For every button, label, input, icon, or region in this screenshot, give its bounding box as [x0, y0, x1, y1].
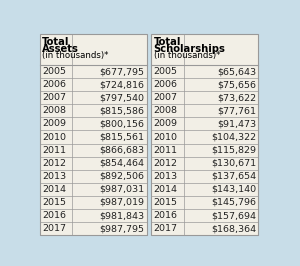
Text: $797,540: $797,540 — [99, 93, 145, 102]
Text: $987,031: $987,031 — [99, 185, 145, 194]
Bar — [40, 34, 147, 235]
Text: $981,843: $981,843 — [99, 211, 145, 220]
Text: (in thousands)*: (in thousands)* — [154, 51, 220, 60]
Text: $800,156: $800,156 — [99, 119, 145, 128]
Text: $77,761: $77,761 — [217, 106, 256, 115]
Text: 2016: 2016 — [42, 211, 66, 220]
Text: $130,671: $130,671 — [211, 159, 256, 168]
Text: (in thousands)*: (in thousands)* — [42, 51, 109, 60]
Bar — [152, 34, 258, 235]
Text: $91,473: $91,473 — [217, 119, 256, 128]
Bar — [40, 34, 147, 235]
Text: 2009: 2009 — [154, 119, 178, 128]
Text: Total: Total — [42, 36, 70, 47]
Text: Scholarships: Scholarships — [154, 44, 226, 54]
Text: 2011: 2011 — [42, 146, 66, 155]
Text: $168,364: $168,364 — [211, 224, 256, 233]
Text: $145,796: $145,796 — [211, 198, 256, 207]
Text: 2008: 2008 — [42, 106, 66, 115]
Text: $892,506: $892,506 — [99, 172, 145, 181]
Text: $157,694: $157,694 — [211, 211, 256, 220]
Text: $143,140: $143,140 — [211, 185, 256, 194]
Text: 2009: 2009 — [42, 119, 66, 128]
Text: 2014: 2014 — [42, 185, 66, 194]
Text: $987,795: $987,795 — [99, 224, 145, 233]
Text: 2011: 2011 — [154, 146, 178, 155]
Text: $75,656: $75,656 — [217, 80, 256, 89]
Text: $854,464: $854,464 — [99, 159, 145, 168]
Text: 2005: 2005 — [154, 67, 178, 76]
Text: 2007: 2007 — [154, 93, 178, 102]
Text: $724,816: $724,816 — [99, 80, 145, 89]
Text: 2013: 2013 — [42, 172, 66, 181]
Text: 2012: 2012 — [42, 159, 66, 168]
Text: $677,795: $677,795 — [99, 67, 145, 76]
Text: 2005: 2005 — [42, 67, 66, 76]
Text: $73,622: $73,622 — [217, 93, 256, 102]
Text: 2014: 2014 — [154, 185, 178, 194]
Text: 2016: 2016 — [154, 211, 178, 220]
Text: 2015: 2015 — [42, 198, 66, 207]
Text: 2017: 2017 — [42, 224, 66, 233]
Text: 2012: 2012 — [154, 159, 178, 168]
Text: $866,683: $866,683 — [99, 146, 145, 155]
Text: $137,654: $137,654 — [211, 172, 256, 181]
Text: $65,643: $65,643 — [217, 67, 256, 76]
Text: 2006: 2006 — [154, 80, 178, 89]
Text: Total: Total — [154, 36, 181, 47]
Text: 2013: 2013 — [154, 172, 178, 181]
Text: 2006: 2006 — [42, 80, 66, 89]
Bar — [152, 34, 258, 235]
Text: $987,019: $987,019 — [99, 198, 145, 207]
Text: 2010: 2010 — [154, 132, 178, 142]
Text: 2007: 2007 — [42, 93, 66, 102]
Text: $815,586: $815,586 — [99, 106, 145, 115]
Text: 2017: 2017 — [154, 224, 178, 233]
Text: 2008: 2008 — [154, 106, 178, 115]
Text: 2010: 2010 — [42, 132, 66, 142]
Text: $104,322: $104,322 — [211, 132, 256, 142]
Text: $115,829: $115,829 — [211, 146, 256, 155]
Text: 2015: 2015 — [154, 198, 178, 207]
Text: Assets: Assets — [42, 44, 79, 54]
Text: $815,561: $815,561 — [99, 132, 145, 142]
